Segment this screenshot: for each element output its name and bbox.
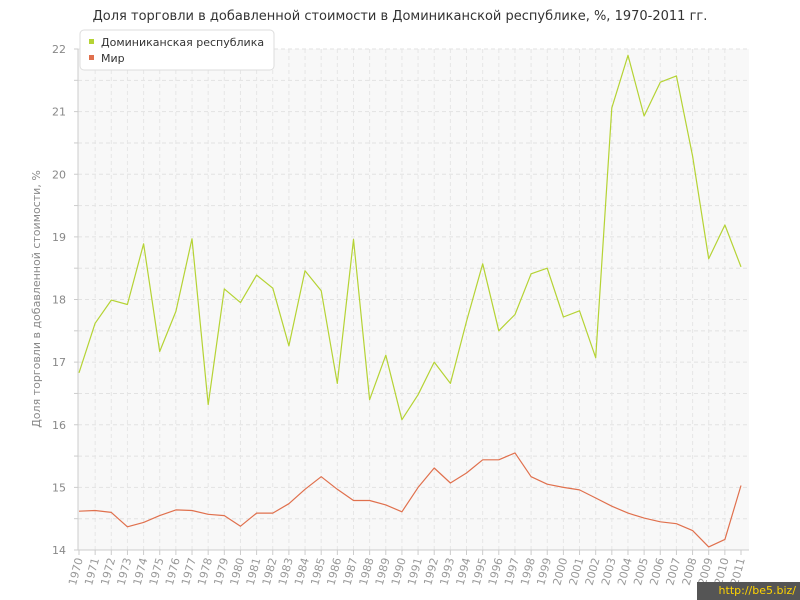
legend-label: Мир: [101, 52, 125, 65]
y-tick-label: 17: [52, 356, 66, 369]
legend-box: [79, 29, 275, 71]
axes: [74, 48, 749, 555]
watermark: http://be5.biz/: [697, 582, 800, 600]
series-line-2: [78, 452, 742, 548]
y-axis-label: Доля торговли в добавленной стоимости, %: [30, 170, 43, 428]
y-tick-label: 14: [52, 544, 66, 557]
plot-area: [78, 49, 749, 550]
y-tick-label: 15: [52, 481, 66, 494]
legend-swatch: [89, 55, 94, 60]
chart-title: Доля торговли в добавленной стоимости в …: [92, 9, 708, 24]
y-tick-label: 22: [52, 43, 66, 56]
legend-label: Доминиканская республика: [101, 36, 264, 49]
series-lines: [78, 54, 742, 548]
y-tick-labels: 14 15 16 17 18 19 20 21 22: [52, 43, 66, 557]
y-tick-label: 20: [52, 168, 66, 181]
y-tick-label: 21: [52, 106, 66, 119]
y-tick-label: 18: [52, 294, 66, 307]
y-tick-label: 16: [52, 419, 66, 432]
legend: Доминиканская республика Мир: [79, 29, 275, 71]
x-tick-labels: 1970197119721973197419751976197719781979…: [66, 556, 748, 586]
series-line-1: [78, 54, 742, 421]
y-tick-label: 19: [52, 231, 66, 244]
legend-swatch: [89, 39, 94, 44]
